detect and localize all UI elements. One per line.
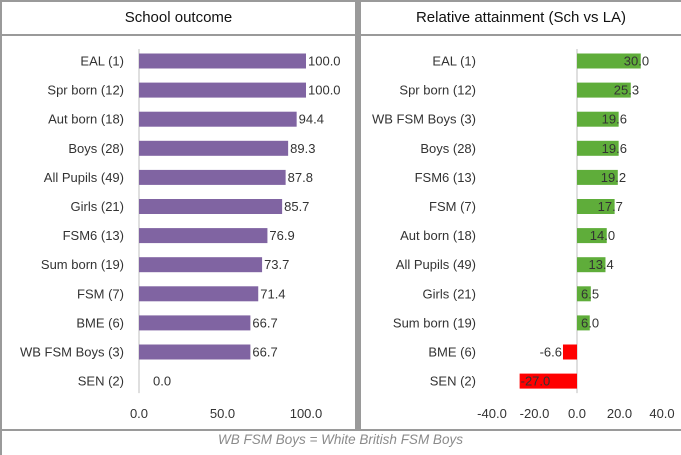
x-tick-label: -20.0 bbox=[520, 406, 550, 421]
category-label: EAL (1) bbox=[80, 54, 124, 69]
bar bbox=[139, 315, 251, 331]
frame-bottom-border bbox=[0, 429, 681, 431]
x-tick-label: 0.0 bbox=[568, 406, 586, 421]
category-label: Spr born (12) bbox=[47, 83, 124, 98]
data-label: 30.0 bbox=[624, 54, 649, 69]
category-label: FSM6 (13) bbox=[415, 170, 476, 185]
bar bbox=[139, 199, 283, 214]
x-tick-label: 20.0 bbox=[607, 406, 632, 421]
category-label: BME (6) bbox=[428, 345, 476, 360]
data-label: 66.7 bbox=[252, 345, 277, 360]
x-tick-label: 40.0 bbox=[649, 406, 674, 421]
x-tick-label: 100.0 bbox=[290, 406, 323, 421]
data-label: 66.7 bbox=[252, 315, 277, 330]
bar bbox=[139, 53, 306, 69]
data-label: 19.6 bbox=[602, 112, 627, 127]
frame-divider bbox=[355, 0, 361, 430]
category-label: SEN (2) bbox=[430, 374, 476, 389]
data-label: -27.0 bbox=[521, 374, 551, 389]
data-label: 73.7 bbox=[264, 257, 289, 272]
data-label: 0.0 bbox=[153, 374, 171, 389]
category-label: WB FSM Boys (3) bbox=[20, 345, 124, 360]
panel-title-school-outcome: School outcome bbox=[2, 0, 355, 36]
bar bbox=[139, 140, 289, 156]
data-label: 17.7 bbox=[598, 199, 623, 214]
bar bbox=[577, 111, 619, 127]
bar bbox=[577, 82, 631, 98]
category-label: Spr born (12) bbox=[399, 83, 476, 98]
category-label: Boys (28) bbox=[420, 141, 476, 156]
category-label: FSM (7) bbox=[429, 199, 476, 214]
bar bbox=[577, 53, 641, 69]
data-label: 76.9 bbox=[269, 228, 294, 243]
category-label: Girls (21) bbox=[423, 286, 476, 301]
data-label: 94.4 bbox=[299, 112, 324, 127]
bar bbox=[139, 228, 268, 244]
footnote: WB FSM Boys = White British FSM Boys bbox=[218, 432, 463, 447]
category-label: Boys (28) bbox=[68, 141, 124, 156]
category-label: FSM6 (13) bbox=[63, 228, 124, 243]
data-label: 85.7 bbox=[284, 199, 309, 214]
data-label: 100.0 bbox=[308, 54, 341, 69]
panel-title-relative-attainment: Relative attainment (Sch vs LA) bbox=[361, 0, 681, 36]
category-label: EAL (1) bbox=[432, 54, 476, 69]
bar bbox=[577, 199, 615, 214]
x-tick-label: -40.0 bbox=[477, 406, 507, 421]
category-label: Aut born (18) bbox=[48, 112, 124, 127]
data-label: 89.3 bbox=[290, 141, 315, 156]
bar bbox=[139, 82, 306, 98]
data-label: 25.3 bbox=[614, 83, 639, 98]
category-label: BME (6) bbox=[76, 315, 124, 330]
data-label: 19.2 bbox=[601, 170, 626, 185]
data-label: 6.5 bbox=[581, 286, 599, 301]
bar bbox=[577, 228, 607, 244]
category-label: SEN (2) bbox=[78, 374, 124, 389]
x-tick-label: 0.0 bbox=[130, 406, 148, 421]
bar bbox=[139, 344, 251, 360]
bar-charts: EAL (1) 100.0 Spr born (12) 100.0 Aut born (… bbox=[20, 49, 675, 421]
data-label: 19.6 bbox=[602, 141, 627, 156]
category-label: Sum born (19) bbox=[393, 315, 476, 330]
bar bbox=[139, 286, 259, 302]
bar bbox=[577, 169, 618, 185]
x-tick-label: 50.0 bbox=[210, 406, 235, 421]
category-label: Aut born (18) bbox=[400, 228, 476, 243]
data-label: 87.8 bbox=[288, 170, 313, 185]
bar bbox=[577, 257, 606, 273]
category-label: Sum born (19) bbox=[41, 257, 124, 272]
data-label: 6.0 bbox=[581, 315, 599, 330]
bar bbox=[139, 257, 263, 273]
bar bbox=[577, 315, 590, 331]
category-label: All Pupils (49) bbox=[44, 170, 124, 185]
data-label: -6.6 bbox=[540, 345, 562, 360]
bar bbox=[562, 344, 577, 360]
data-label: 14.0 bbox=[590, 228, 615, 243]
data-label: 100.0 bbox=[308, 83, 341, 98]
bar bbox=[577, 140, 619, 156]
bar bbox=[519, 373, 577, 389]
data-label: 71.4 bbox=[260, 286, 285, 301]
bar bbox=[139, 111, 297, 127]
category-label: Girls (21) bbox=[71, 199, 124, 214]
frame-top-border bbox=[0, 0, 681, 2]
frame-left-border bbox=[0, 0, 2, 455]
bar bbox=[139, 169, 286, 185]
bar bbox=[577, 286, 591, 302]
category-label: WB FSM Boys (3) bbox=[372, 112, 476, 127]
data-label: 13.4 bbox=[588, 257, 613, 272]
category-label: FSM (7) bbox=[77, 286, 124, 301]
category-label: All Pupils (49) bbox=[396, 257, 476, 272]
